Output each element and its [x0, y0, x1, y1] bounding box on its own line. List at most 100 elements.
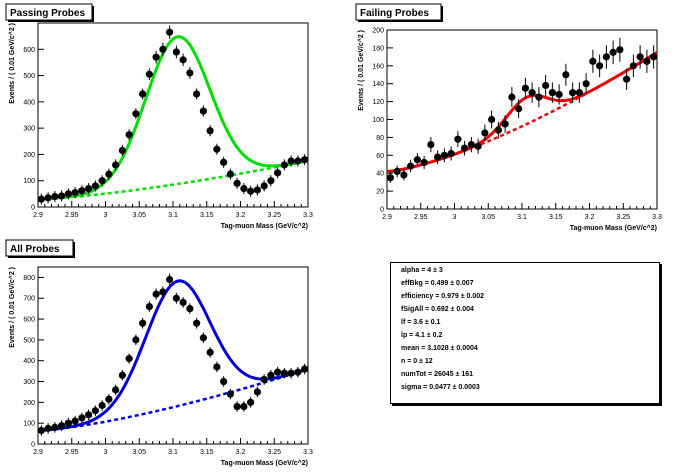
data-point: [562, 71, 570, 79]
data-point: [91, 182, 99, 190]
fit-curve: [37, 279, 309, 432]
x-axis-title: Tag-muon Mass (GeV/c^2): [570, 224, 657, 232]
data-point: [179, 298, 187, 306]
data-point: [413, 156, 421, 164]
data-point: [226, 390, 234, 398]
data-point: [393, 167, 401, 176]
plot-frame: [386, 29, 658, 210]
data-point: [213, 145, 221, 153]
background-curve: [386, 51, 658, 173]
data-point: [105, 395, 113, 403]
data-point: [253, 388, 261, 396]
data-point: [508, 93, 516, 101]
data-point: [515, 105, 523, 113]
fit-curve: [386, 51, 658, 173]
y-tick-label: 200: [23, 152, 35, 159]
x-tick-label: 3: [453, 214, 457, 221]
data-point: [555, 90, 563, 99]
data-point: [166, 275, 174, 284]
data-point: [159, 288, 167, 296]
data-point: [461, 144, 469, 152]
chart-panel-2: Failing Probes 2.9 2.95 3 3.05 3.1 3.15 3.2 3.25…: [355, 3, 662, 232]
x-tick-label: 2.9: [33, 212, 43, 219]
y-tick-label: 500: [23, 73, 35, 80]
data-point: [159, 45, 167, 53]
data-point: [447, 149, 455, 158]
data-point: [112, 161, 120, 169]
data-point: [213, 363, 221, 371]
data-point: [650, 53, 658, 61]
data-point: [280, 369, 288, 377]
data-point: [247, 398, 255, 406]
data-point: [220, 158, 228, 166]
data-point: [240, 185, 248, 193]
data-point: [643, 57, 651, 65]
data-point: [78, 414, 86, 422]
data-point: [629, 62, 637, 70]
background-curve: [37, 367, 309, 432]
data-point: [118, 371, 126, 379]
data-point: [85, 185, 93, 193]
data-point: [58, 422, 66, 430]
data-point: [44, 194, 52, 202]
x-tick-label: 3.2: [236, 449, 246, 456]
data-point: [287, 369, 295, 377]
y-tick-label: 400: [23, 99, 35, 106]
data-point: [152, 290, 160, 298]
plot-frame: [37, 22, 309, 208]
data-point: [193, 90, 201, 98]
stat-alpha: alpha = 4 ± 3: [401, 267, 443, 274]
x-tick-label: 3.15: [200, 449, 214, 456]
stat-efficiency: efficiency = 0.979 ± 0.002: [401, 293, 485, 300]
y-tick-label: 300: [23, 379, 35, 386]
data-point: [287, 157, 295, 165]
y-tick-label: 0: [380, 207, 384, 214]
x-tick-label: 3: [104, 449, 108, 456]
data-point: [193, 319, 201, 327]
data-point: [481, 129, 489, 137]
data-point: [260, 182, 268, 190]
data-point: [569, 89, 577, 97]
stat-numtot: numTot = 26045 ± 161: [401, 371, 473, 378]
y-tick-label: 700: [23, 296, 35, 303]
y-tick-label: 20: [376, 189, 384, 196]
data-point: [51, 192, 59, 201]
x-tick-label: 3.15: [200, 212, 214, 219]
y-tick-label: 60: [376, 153, 384, 160]
x-tick-label: 3.25: [267, 449, 281, 456]
data-point: [172, 294, 180, 302]
y-tick-label: 0: [31, 205, 35, 212]
y-tick-label: 100: [23, 178, 35, 185]
x-tick-label: 3.1: [168, 212, 178, 219]
data-point: [172, 48, 180, 56]
data-point: [542, 81, 550, 90]
data-point: [51, 423, 59, 431]
y-axis-title: Events / ( 0.01 GeV/c^2 ): [8, 23, 16, 104]
data-point: [179, 56, 187, 64]
x-tick-label: 3.2: [585, 214, 595, 221]
data-point: [199, 107, 207, 115]
data-point: [267, 177, 275, 185]
title-box: [5, 239, 74, 257]
x-axis-title: Tag-muon Mass (GeV/c^2): [221, 459, 308, 467]
data-point: [623, 75, 631, 83]
data-point: [233, 179, 241, 187]
data-point: [91, 407, 99, 415]
x-tick-label: 2.9: [33, 449, 43, 456]
background-curve: [38, 159, 309, 201]
data-point: [152, 53, 160, 61]
x-tick-label: 3.05: [481, 214, 495, 221]
x-tick-label: 2.95: [65, 212, 79, 219]
data-point: [616, 46, 624, 54]
y-tick-label: 100: [372, 117, 384, 124]
data-point: [186, 305, 194, 313]
data-point: [474, 142, 482, 150]
data-point: [132, 336, 140, 344]
x-tick-label: 3.3: [303, 449, 313, 456]
data-point: [206, 348, 214, 356]
x-axis-title: Tag-muon Mass (GeV/c^2): [221, 222, 308, 230]
x-tick-label: 3.1: [168, 449, 178, 456]
y-tick-label: 800: [23, 275, 35, 282]
chart-title: Failing Probes: [360, 8, 429, 19]
data-point: [71, 417, 79, 425]
